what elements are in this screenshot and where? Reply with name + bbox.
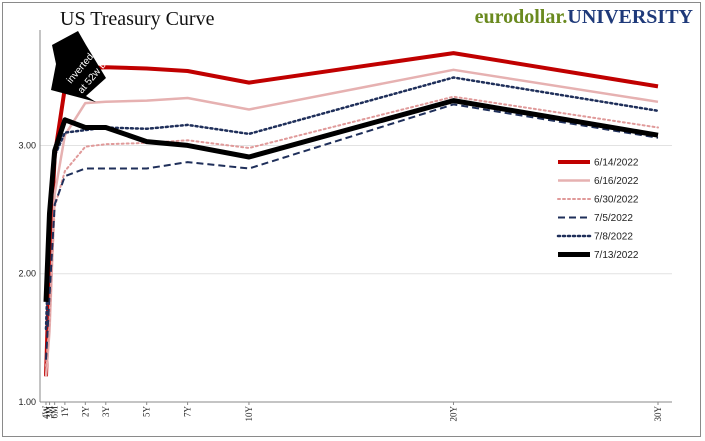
x-tick-label: 6M bbox=[50, 406, 60, 419]
brand-part-2: UNIVERSITY bbox=[567, 6, 693, 28]
brand-logo: eurodollar.UNIVERSITY bbox=[475, 6, 693, 29]
legend-label: 6/16/2022 bbox=[594, 176, 639, 187]
x-tick-label: 10Y bbox=[244, 406, 254, 422]
x-tick-label: 1Y bbox=[60, 406, 70, 418]
y-tick-label: 3.00 bbox=[18, 140, 36, 150]
x-tick-label: 7Y bbox=[183, 406, 193, 418]
legend-label: 6/14/2022 bbox=[594, 158, 639, 169]
x-tick-label: 4W bbox=[41, 406, 51, 420]
series-line-7-8-2022 bbox=[44, 76, 660, 331]
x-tick-label: 3Y bbox=[101, 406, 111, 418]
x-tick-label: 5Y bbox=[142, 406, 152, 418]
x-tick-label: 3M bbox=[45, 406, 55, 419]
annotation-arrow-shape bbox=[51, 31, 106, 102]
x-tick-label: 20Y bbox=[448, 406, 458, 422]
x-tick-label: 2Y bbox=[80, 406, 90, 418]
y-tick-label: 1.00 bbox=[18, 397, 36, 407]
series-line-6-16-2022 bbox=[44, 68, 659, 377]
y-tick-label: 2.00 bbox=[18, 269, 36, 279]
chart-title: US Treasury Curve bbox=[60, 8, 215, 30]
legend-label: 7/8/2022 bbox=[594, 232, 633, 243]
series-line-7-13-2022 bbox=[43, 98, 659, 302]
legend-label: 6/30/2022 bbox=[594, 195, 639, 206]
brand-part-1: eurodollar. bbox=[474, 6, 568, 28]
inverted-annotation: inverted at 52w bill bbox=[51, 31, 113, 102]
x-tick-label: 30Y bbox=[653, 406, 663, 422]
series-line-7-5-2022 bbox=[45, 103, 659, 360]
legend-label: 7/5/2022 bbox=[594, 213, 633, 224]
legend-label: 7/13/2022 bbox=[594, 250, 639, 261]
